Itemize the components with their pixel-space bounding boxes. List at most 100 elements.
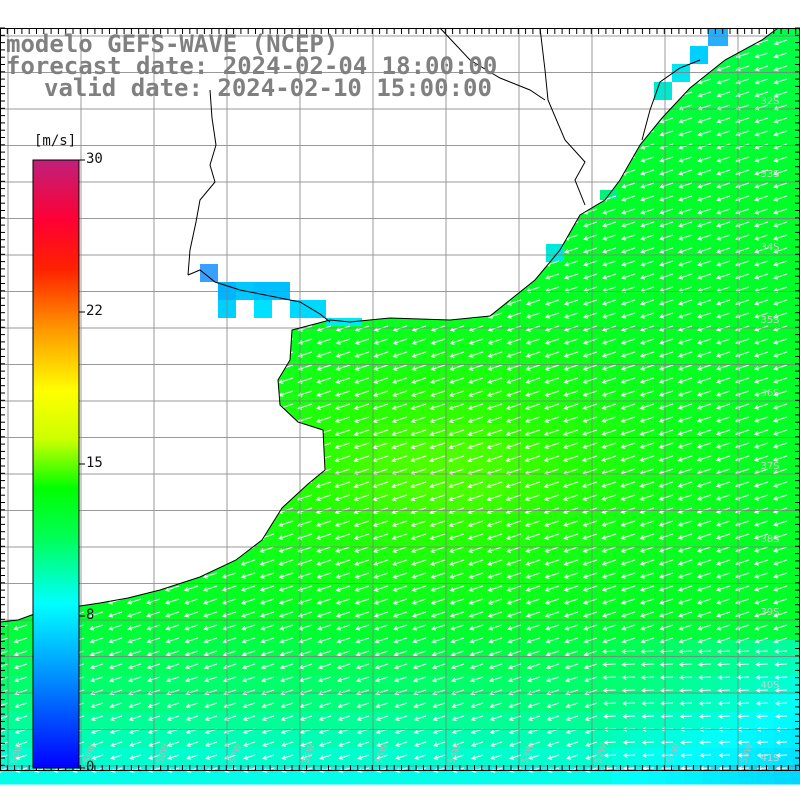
wind-cell — [290, 300, 326, 318]
wind-arrow-icon — [449, 377, 465, 384]
wind-cell — [162, 118, 181, 137]
wind-arrow-icon — [241, 247, 256, 254]
wind-cell — [360, 658, 379, 677]
wind-arrow-icon — [394, 741, 408, 747]
wind-cell — [756, 712, 775, 731]
wind-cell — [594, 676, 613, 695]
wind-arrow-icon — [716, 78, 731, 85]
wind-cell — [162, 208, 181, 227]
wind-arrow-icon — [353, 455, 370, 463]
wind-arrow-icon — [411, 273, 427, 280]
wind-arrow-icon — [184, 624, 199, 631]
wind-arrow-icon — [13, 650, 28, 657]
wind-arrow-icon — [13, 455, 28, 462]
wind-arrow-icon — [697, 260, 712, 267]
wind-cell — [738, 118, 757, 137]
wind-arrow-icon — [240, 338, 256, 345]
wind-cell — [396, 748, 415, 767]
wind-arrow-icon — [336, 195, 351, 202]
wind-arrow-icon — [449, 572, 465, 579]
wind-arrow-icon — [621, 208, 636, 215]
wind-arrow-icon — [0, 481, 9, 488]
wind-arrow-icon — [659, 675, 674, 680]
wind-arrow-icon — [317, 234, 332, 241]
wind-cell — [612, 424, 631, 443]
wind-arrow-icon — [391, 416, 408, 423]
wind-cell — [90, 514, 109, 533]
wind-arrow-icon — [677, 585, 693, 592]
wind-arrow-icon — [354, 390, 370, 397]
wind-cell — [666, 28, 685, 47]
wind-cell — [576, 604, 595, 623]
wind-cell — [756, 658, 775, 677]
wind-arrow-icon — [222, 208, 237, 215]
wind-arrow-icon — [108, 221, 123, 228]
wind-arrow-icon — [658, 585, 674, 592]
wind-cell — [396, 568, 415, 587]
wind-cell — [666, 658, 685, 677]
wind-arrow-icon — [221, 377, 237, 384]
wind-cell — [252, 334, 271, 353]
wind-arrow-icon — [164, 351, 180, 358]
wind-cell — [432, 28, 451, 47]
wind-cell — [486, 244, 505, 263]
wind-cell — [630, 604, 649, 623]
wind-cell — [792, 514, 800, 533]
wind-cell — [594, 352, 613, 371]
wind-cell — [234, 748, 253, 767]
wind-arrow-icon — [107, 338, 123, 345]
wind-arrow-icon — [773, 585, 788, 592]
wind-arrow-icon — [165, 117, 180, 124]
wind-arrow-icon — [448, 429, 465, 437]
wind-arrow-icon — [336, 130, 351, 137]
wind-cell — [522, 226, 541, 245]
wind-arrow-icon — [316, 403, 332, 410]
wind-cell — [576, 388, 595, 407]
wind-cell — [252, 748, 271, 767]
wind-arrow-icon — [335, 390, 351, 397]
wind-cell — [234, 262, 253, 281]
wind-cell — [126, 640, 145, 659]
wind-cell — [306, 118, 325, 137]
wind-arrow-icon — [88, 390, 104, 397]
wind-cell — [252, 532, 271, 551]
wind-arrow-icon — [448, 416, 465, 423]
wind-arrow-icon — [620, 312, 636, 319]
wind-arrow-icon — [601, 649, 617, 654]
wind-arrow-icon — [468, 338, 484, 345]
wind-arrow-icon — [15, 754, 28, 760]
wind-cell — [252, 658, 271, 677]
wind-cell — [0, 226, 19, 245]
wind-arrow-icon — [658, 364, 674, 371]
wind-cell — [738, 280, 757, 299]
wind-cell — [774, 442, 793, 461]
wind-arrow-icon — [145, 377, 161, 384]
wind-cell — [486, 658, 505, 677]
wind-arrow-icon — [639, 338, 655, 345]
wind-arrow-icon — [373, 598, 389, 605]
wind-arrow-icon — [488, 247, 503, 254]
wind-cell — [216, 190, 235, 209]
wind-arrow-icon — [659, 143, 674, 150]
wind-cell — [216, 208, 235, 227]
wind-arrow-icon — [467, 429, 484, 436]
wind-cell — [720, 352, 739, 371]
wind-cell — [414, 406, 433, 425]
wind-arrow-icon — [393, 247, 408, 254]
wind-cell — [540, 622, 559, 641]
wind-cell — [756, 442, 775, 461]
wind-cell — [306, 370, 325, 389]
wind-cell — [648, 730, 667, 749]
wind-arrow-icon — [221, 429, 237, 436]
wind-cell — [612, 334, 631, 353]
wind-arrow-icon — [298, 234, 313, 241]
wind-cell — [108, 244, 127, 263]
wind-arrow-icon — [145, 416, 161, 423]
wind-arrow-icon — [602, 78, 617, 85]
colorbar-tick-22: 22 — [86, 303, 103, 319]
wind-cell — [792, 478, 800, 497]
wind-arrow-icon — [620, 494, 636, 501]
wind-arrow-icon — [13, 208, 28, 215]
wind-arrow-icon — [696, 533, 712, 540]
wind-arrow-icon — [240, 611, 256, 618]
